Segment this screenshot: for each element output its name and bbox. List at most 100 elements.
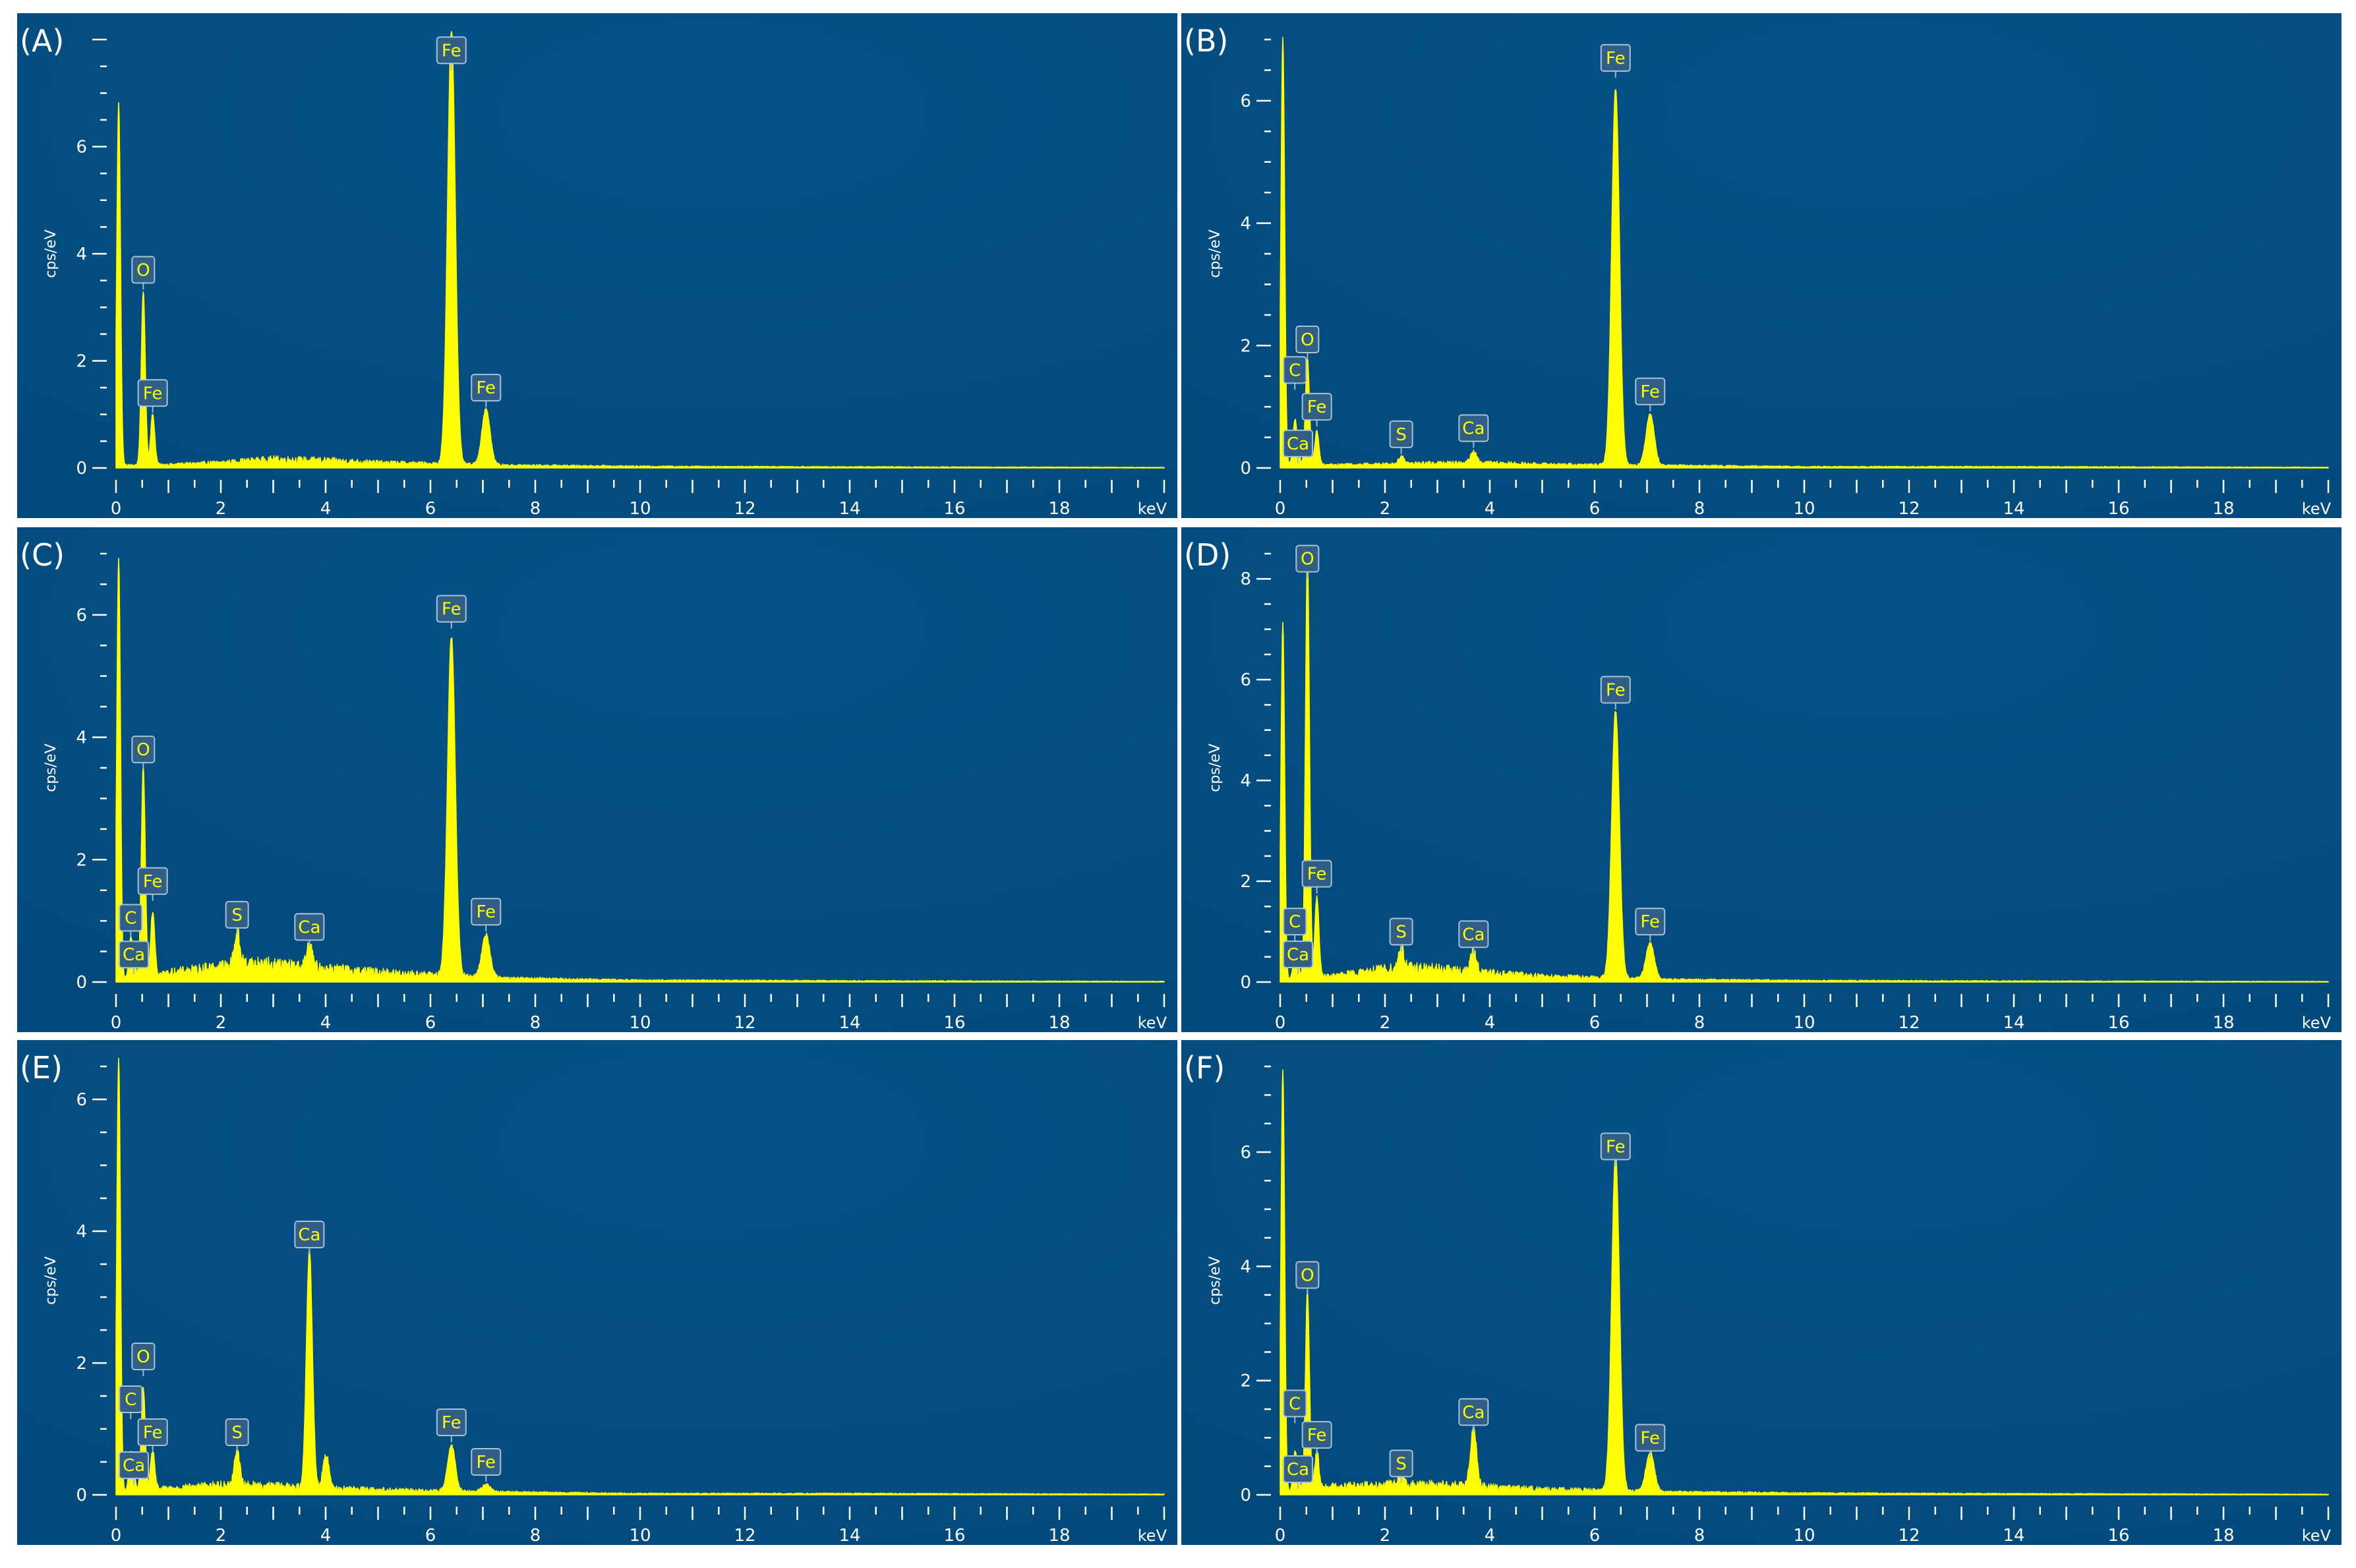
peak-label-o: O bbox=[1295, 1261, 1320, 1295]
peak-label-box bbox=[137, 379, 168, 407]
y-axis-label: cps/eV bbox=[1207, 743, 1223, 792]
x-tick-label: 2 bbox=[1380, 1526, 1391, 1545]
x-tick-label: 4 bbox=[320, 1013, 332, 1032]
spectrum-panel: (F) cps/eV 0 2 4 6 0 2 4 6 8 10 12 14 16 18 keV C O Ca Fe S Ca… bbox=[1181, 1040, 2341, 1545]
peak-label-text: Fe bbox=[143, 384, 163, 403]
x-tick-label: 12 bbox=[734, 499, 755, 518]
spectrum-svg: (F) cps/eV 0 2 4 6 0 2 4 6 8 10 12 14 16 18 keV C O Ca Fe S Ca… bbox=[1181, 1040, 2341, 1545]
y-tick-label: 6 bbox=[76, 606, 87, 625]
y-tick-label: 2 bbox=[76, 850, 87, 870]
x-tick-label: 4 bbox=[1485, 499, 1496, 518]
y-tick-label: 4 bbox=[76, 1222, 87, 1242]
spectrum-trace bbox=[115, 1057, 1165, 1495]
x-tick-label: 6 bbox=[1589, 1013, 1601, 1032]
peak-label-box bbox=[1389, 420, 1413, 448]
x-tick-label: 2 bbox=[1380, 1013, 1391, 1032]
peak-label-fe: Fe bbox=[1635, 1424, 1666, 1458]
y-tick-label: 4 bbox=[76, 728, 87, 748]
spectrum-trace bbox=[1280, 1069, 2329, 1495]
y-tick-label: 2 bbox=[76, 352, 87, 372]
x-tick-label: 2 bbox=[1380, 499, 1391, 518]
peak-label-box bbox=[119, 904, 143, 932]
panel-label: (C) bbox=[20, 537, 65, 573]
peak-label-box bbox=[1600, 44, 1631, 72]
spectrum-panel: (E) cps/eV 0 2 4 6 0 2 4 6 8 10 12 14 16 18 keV C O Ca Fe S Ca… bbox=[17, 1040, 1177, 1545]
x-tick-label: 12 bbox=[1898, 499, 1920, 518]
x-tick-label: 14 bbox=[839, 1526, 860, 1545]
panel-background bbox=[17, 527, 1177, 1032]
peak-label-s: S bbox=[1389, 1449, 1413, 1484]
x-tick-label: 4 bbox=[1485, 1013, 1496, 1032]
x-tick-label: 18 bbox=[2212, 499, 2234, 518]
peak-label-text: Ca bbox=[123, 1456, 145, 1476]
y-tick-label: 4 bbox=[1240, 214, 1251, 234]
y-tick-label: 2 bbox=[1240, 336, 1251, 356]
peak-label-box bbox=[131, 256, 156, 284]
x-tick-label: 12 bbox=[1898, 1526, 1920, 1545]
peak-label-box bbox=[1635, 377, 1666, 405]
x-tick-label: 16 bbox=[943, 1013, 965, 1032]
peak-label-text: Fe bbox=[442, 41, 461, 61]
peak-label-s: S bbox=[225, 900, 249, 935]
peak-label-o: O bbox=[131, 1343, 156, 1376]
peak-label-s: S bbox=[1389, 420, 1413, 454]
x-tick-label: 18 bbox=[1048, 1013, 1070, 1032]
y-tick-label: 2 bbox=[1240, 872, 1251, 892]
panel-background bbox=[1181, 1040, 2341, 1545]
peak-label-fe: Fe bbox=[1635, 908, 1666, 942]
spectrum-trace bbox=[115, 31, 1165, 469]
y-axis-label: cps/eV bbox=[1207, 229, 1223, 278]
x-tick-label: 12 bbox=[734, 1526, 755, 1545]
peak-label-box bbox=[1600, 676, 1631, 704]
peak-label-text: Ca bbox=[298, 917, 320, 937]
x-tick-label: 10 bbox=[629, 1526, 651, 1545]
peak-label-text: Fe bbox=[1307, 1426, 1327, 1445]
peak-label-box bbox=[131, 736, 156, 764]
peak-label-box bbox=[1283, 1455, 1314, 1483]
peak-label-fe: Fe bbox=[137, 379, 168, 413]
peak-label-text: S bbox=[231, 1423, 243, 1443]
peak-label-ca: Ca bbox=[294, 913, 325, 947]
peak-label-box bbox=[471, 1448, 502, 1476]
peak-label-fe: Fe bbox=[1600, 676, 1631, 710]
spectrum-trace bbox=[115, 558, 1165, 983]
peak-label-o: O bbox=[1295, 326, 1320, 359]
peak-label-box bbox=[1458, 414, 1489, 442]
peak-label-ca: Ca bbox=[119, 1451, 150, 1485]
panel-label: (E) bbox=[20, 1050, 63, 1086]
peak-label-fe: Fe bbox=[137, 1418, 168, 1452]
panel-background bbox=[17, 1040, 1177, 1545]
peak-label-box bbox=[1600, 1132, 1631, 1161]
spectrum-trace bbox=[1280, 550, 2329, 983]
x-tick-label: 10 bbox=[1793, 1013, 1815, 1032]
peak-label-box bbox=[471, 374, 502, 402]
x-tick-label: 10 bbox=[629, 499, 651, 518]
spectrum-svg: (A) cps/eV 0 2 4 6 0 2 4 6 8 10 12 14 16 18 keV O Fe Fe Fe bbox=[17, 13, 1177, 518]
panel-background bbox=[1181, 13, 2341, 518]
x-tick-label: 16 bbox=[2107, 1013, 2129, 1032]
peak-label-box bbox=[119, 1451, 150, 1479]
peak-label-c: C bbox=[1283, 1389, 1307, 1424]
peak-label-box bbox=[436, 595, 467, 623]
peak-label-fe: Fe bbox=[1301, 1421, 1332, 1455]
peak-label-box bbox=[1389, 917, 1413, 946]
y-tick-label: 6 bbox=[76, 1090, 87, 1110]
peak-label-box bbox=[1458, 920, 1489, 948]
peak-label-text: Fe bbox=[1641, 382, 1661, 402]
peak-label-fe: Fe bbox=[1600, 1132, 1631, 1167]
peak-label-text: S bbox=[231, 906, 243, 925]
peak-label-box bbox=[436, 36, 467, 65]
peak-label-text: C bbox=[125, 909, 136, 929]
spectrum-trace bbox=[1280, 36, 2329, 469]
peak-label-o: O bbox=[131, 736, 156, 770]
y-tick-label: 2 bbox=[1240, 1372, 1251, 1391]
peak-label-box bbox=[1301, 1421, 1332, 1449]
y-tick-label: 6 bbox=[1240, 670, 1251, 690]
peak-label-text: S bbox=[1396, 923, 1407, 943]
x-axis-label: keV bbox=[2302, 1014, 2332, 1032]
y-axis-label: cps/eV bbox=[1207, 1256, 1223, 1305]
x-tick-label: 4 bbox=[1485, 1526, 1496, 1545]
x-tick-label: 2 bbox=[216, 1013, 227, 1032]
peak-label-text: Fe bbox=[477, 1453, 496, 1472]
peak-label-box bbox=[294, 913, 325, 941]
